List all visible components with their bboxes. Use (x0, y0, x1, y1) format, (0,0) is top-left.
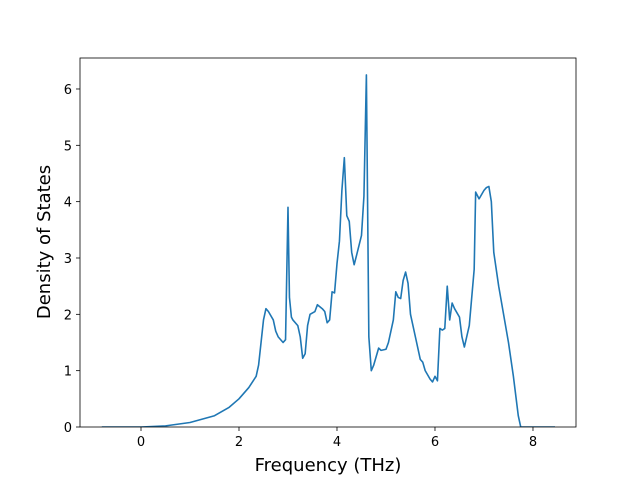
x-tick-label: 0 (137, 435, 145, 450)
y-tick-label: 5 (64, 139, 72, 154)
y-tick-label: 4 (64, 196, 72, 211)
x-axis-label: Frequency (THz) (255, 455, 402, 476)
y-tick-label: 2 (64, 308, 72, 323)
x-tick-label: 8 (529, 435, 537, 450)
x-tick-label: 2 (235, 435, 243, 450)
y-axis-label: Density of States (34, 165, 55, 319)
x-tick-label: 6 (431, 435, 439, 450)
y-tick-label: 3 (64, 252, 72, 267)
density-line (101, 74, 556, 427)
y-tick-label: 1 (64, 365, 72, 380)
plot-frame (79, 57, 577, 428)
y-tick-label: 0 (64, 421, 72, 436)
y-tick-label: 6 (64, 83, 72, 98)
x-tick-label: 4 (333, 435, 341, 450)
